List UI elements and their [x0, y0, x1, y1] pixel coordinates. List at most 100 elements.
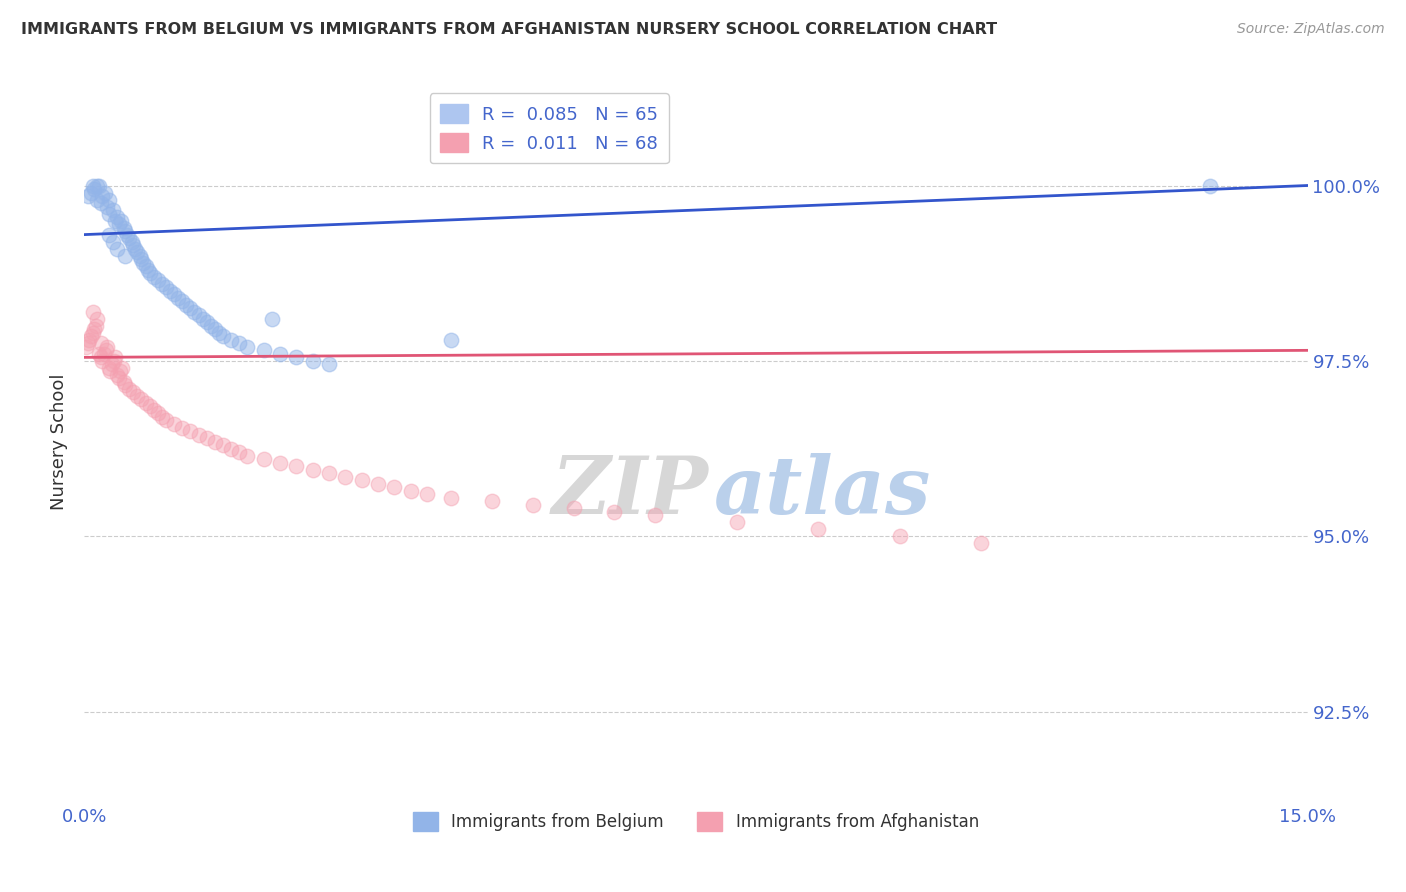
Point	[94, 343, 117, 358]
Point	[112, 220, 135, 235]
Point	[110, 364, 132, 378]
Point	[101, 235, 124, 249]
Point	[127, 245, 149, 260]
Point	[107, 371, 129, 385]
Point	[114, 224, 136, 238]
Point	[97, 206, 120, 220]
Point	[118, 231, 141, 245]
Point	[562, 501, 585, 516]
Point	[807, 522, 830, 536]
Point	[96, 200, 118, 214]
Text: IMMIGRANTS FROM BELGIUM VS IMMIGRANTS FROM AFGHANISTAN NURSERY SCHOOL CORRELATIO: IMMIGRANTS FROM BELGIUM VS IMMIGRANTS FR…	[21, 22, 997, 37]
Point	[132, 255, 155, 269]
Point	[136, 262, 159, 277]
Point	[83, 322, 105, 336]
Point	[105, 210, 128, 224]
Point	[121, 235, 143, 249]
Point	[172, 420, 194, 434]
Point	[93, 186, 115, 200]
Point	[187, 427, 209, 442]
Point	[122, 238, 145, 252]
Point	[236, 340, 259, 354]
Point	[122, 385, 145, 400]
Text: Source: ZipAtlas.com: Source: ZipAtlas.com	[1237, 22, 1385, 37]
Point	[440, 333, 463, 347]
Point	[77, 189, 100, 203]
Point	[172, 294, 194, 309]
Point	[208, 326, 231, 340]
Point	[212, 329, 235, 343]
Point	[159, 284, 181, 298]
Point	[107, 217, 129, 231]
Point	[150, 277, 173, 291]
Point	[114, 378, 136, 392]
Point	[91, 354, 114, 368]
Point	[228, 336, 250, 351]
Point	[603, 505, 626, 519]
Point	[269, 456, 291, 470]
Point	[97, 227, 120, 242]
Point	[96, 340, 118, 354]
Point	[889, 529, 911, 543]
Point	[80, 186, 103, 200]
Point	[100, 364, 122, 378]
Point	[350, 473, 373, 487]
Point	[301, 354, 323, 368]
Point	[118, 382, 141, 396]
Point	[382, 480, 405, 494]
Point	[111, 360, 134, 375]
Point	[135, 259, 157, 273]
Point	[104, 351, 127, 365]
Point	[163, 287, 186, 301]
Point	[416, 487, 439, 501]
Y-axis label: Nursery School: Nursery School	[51, 373, 69, 510]
Point	[86, 193, 108, 207]
Legend: Immigrants from Belgium, Immigrants from Afghanistan: Immigrants from Belgium, Immigrants from…	[406, 805, 986, 838]
Point	[150, 409, 173, 424]
Point	[195, 315, 218, 329]
Point	[115, 227, 138, 242]
Point	[440, 491, 463, 505]
Point	[110, 213, 132, 227]
Point	[219, 333, 242, 347]
Point	[301, 462, 323, 476]
Point	[128, 249, 150, 263]
Point	[90, 336, 112, 351]
Point	[124, 242, 146, 256]
Point	[82, 305, 104, 319]
Point	[90, 351, 112, 365]
Point	[104, 213, 127, 227]
Point	[101, 357, 124, 371]
Point	[146, 273, 169, 287]
Point	[87, 178, 110, 193]
Point	[200, 318, 222, 333]
Point	[335, 469, 357, 483]
Point	[97, 360, 120, 375]
Point	[112, 375, 135, 389]
Point	[90, 196, 112, 211]
Point	[77, 333, 100, 347]
Point	[174, 298, 197, 312]
Point	[187, 308, 209, 322]
Point	[212, 438, 235, 452]
Point	[481, 494, 503, 508]
Point	[91, 189, 114, 203]
Point	[105, 368, 128, 382]
Point	[285, 351, 308, 365]
Point	[87, 347, 110, 361]
Point	[138, 266, 160, 280]
Point	[179, 424, 201, 438]
Point	[1198, 178, 1220, 193]
Point	[142, 403, 165, 417]
Point	[269, 347, 291, 361]
Text: ZIP: ZIP	[551, 453, 709, 531]
Point	[163, 417, 186, 431]
Point	[183, 305, 205, 319]
Point	[82, 178, 104, 193]
Point	[367, 476, 389, 491]
Point	[204, 322, 226, 336]
Point	[644, 508, 666, 523]
Point	[253, 343, 276, 358]
Point	[253, 452, 276, 467]
Point	[103, 354, 125, 368]
